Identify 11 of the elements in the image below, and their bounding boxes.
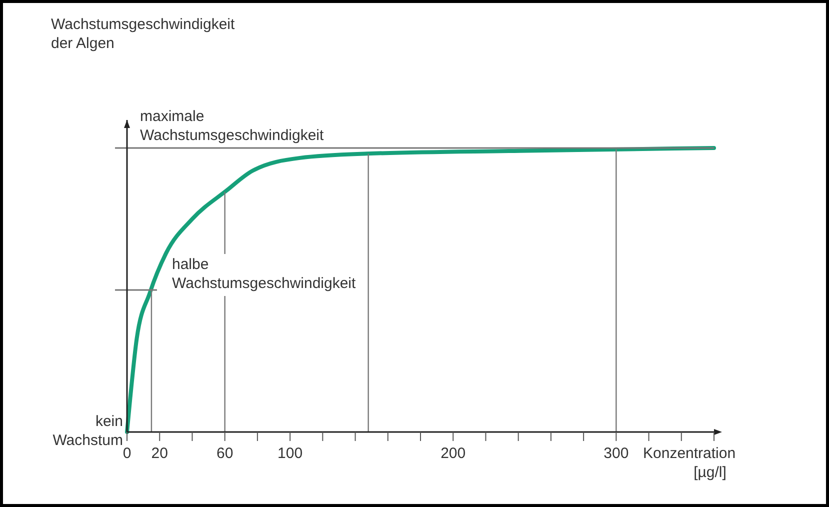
- x-tick-label: 60: [216, 445, 234, 462]
- x-tick-label: 300: [604, 445, 629, 462]
- annotation: kein Wachstum: [52, 413, 123, 449]
- ref-line-label: halbe Wachstumsgeschwindigkeit: [172, 256, 357, 292]
- x-tick-label: 0: [122, 445, 132, 462]
- x-tick-label: 100: [278, 445, 303, 462]
- text: Wachstumsgeschwindigkeit der Algen: [51, 16, 236, 52]
- x-axis-title: Konzentration [µg/l]: [643, 445, 736, 481]
- x-tick-label: 200: [440, 445, 466, 462]
- x-tick-label: 20: [151, 445, 168, 462]
- ref-line-label: maximale Wachstumsgeschwindigkeit: [140, 108, 325, 144]
